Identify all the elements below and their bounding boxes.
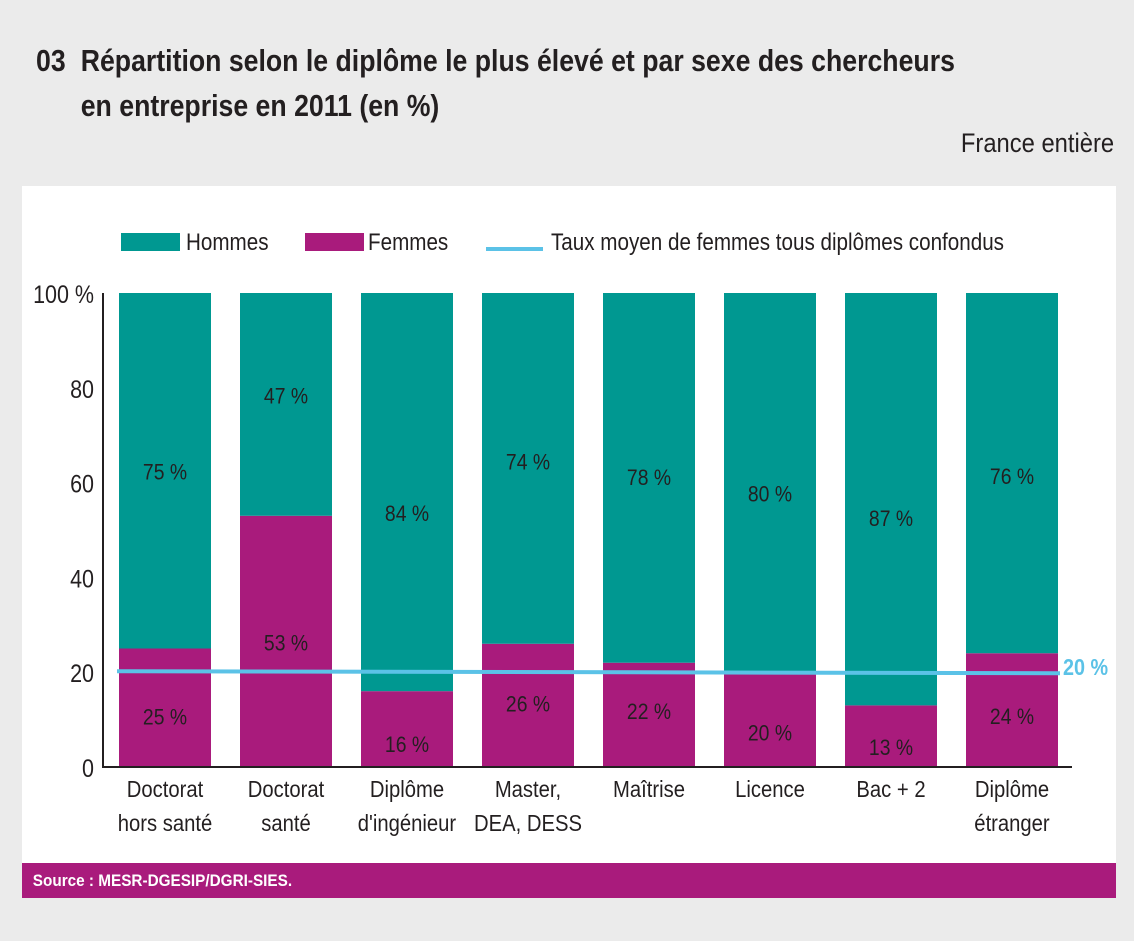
title-text-1: Répartition selon le diplôme le plus éle… <box>80 43 955 78</box>
x-tick-label: Bac + 2 <box>856 776 925 803</box>
x-tick-label: Master, DEA, DESS <box>474 776 582 837</box>
x-tick-label-line: santé <box>261 810 311 837</box>
data-label-femmes: 26 % <box>506 692 550 716</box>
bar-hommes <box>240 293 332 516</box>
title-line-1: 03 Répartition selon le diplôme le plus é… <box>36 38 955 83</box>
data-label-femmes: 20 % <box>748 721 792 745</box>
bar-group: 22 % 78 % <box>603 293 695 767</box>
x-tick-label-line: Doctorat <box>248 776 324 803</box>
bar-femmes <box>119 648 211 767</box>
data-label-femmes: 16 % <box>385 733 429 757</box>
bars-layer: 25 % 75 % 53 % 47 % 16 % 84 % 26 % 74 % 22 % 78 %… <box>119 293 1058 767</box>
x-tick-label: Diplôme d'ingénieur <box>358 776 456 837</box>
x-tick-label: Doctorat hors santé <box>118 776 212 837</box>
bar-femmes <box>482 643 574 767</box>
bar-group: 16 % 84 % <box>361 293 453 767</box>
x-tick-label-line: Diplôme <box>370 776 444 803</box>
x-tick-label-line: Licence <box>735 776 805 803</box>
data-label-hommes: 87 % <box>869 507 913 531</box>
legend-label-average-line: Taux moyen de femmes tous diplômes confo… <box>551 229 1004 256</box>
bar-femmes <box>361 691 453 767</box>
legend-swatch-femmes <box>305 233 364 251</box>
data-label-hommes: 84 % <box>385 502 429 526</box>
x-tick-label-line: d'ingénieur <box>358 810 456 837</box>
bar-hommes <box>724 293 816 673</box>
bar-hommes <box>482 293 574 644</box>
x-tick-label-line: Bac + 2 <box>856 776 925 803</box>
average-line <box>116 669 1061 676</box>
bar-femmes <box>240 515 332 767</box>
title-line-2: en entreprise en 2011 (en %) <box>80 88 440 123</box>
data-label-femmes: 25 % <box>143 706 187 730</box>
data-label-femmes: 24 % <box>990 705 1034 729</box>
bar-hommes <box>845 293 937 706</box>
data-label-femmes: 13 % <box>869 736 913 760</box>
y-tick-label: 80 <box>70 375 94 403</box>
bar-hommes <box>119 293 211 649</box>
data-label-hommes: 76 % <box>990 465 1034 489</box>
bar-group: 20 % 80 % <box>724 293 816 767</box>
bar-group: 26 % 74 % <box>482 293 574 767</box>
data-label-hommes: 78 % <box>627 466 671 490</box>
x-tick-label: Maîtrise <box>613 776 685 803</box>
bar-group: 13 % 87 % <box>845 293 937 767</box>
bar-group: 24 % 76 % <box>966 293 1058 767</box>
x-tick-label-line: Doctorat <box>127 776 203 803</box>
figure-number: 03 <box>36 43 66 78</box>
bar-hommes <box>603 293 695 663</box>
reference-line-layer: 20 % <box>116 655 1108 681</box>
bar-femmes <box>845 705 937 767</box>
y-tick-label: 40 <box>70 565 94 593</box>
axes-layer: Doctorat hors santé Doctorat santé Diplôme d'… <box>33 280 1072 836</box>
y-tick-label: 100 % <box>33 280 94 308</box>
source-bar: Source : MESR-DGESIP/DGRI-SIES. <box>22 863 1116 898</box>
data-label-hommes: 75 % <box>143 461 187 485</box>
bar-group: 25 % 75 % <box>119 293 211 767</box>
source-text: Source : MESR-DGESIP/DGRI-SIES. <box>32 871 293 890</box>
y-tick-label: 60 <box>70 470 94 498</box>
x-tick-label: Diplôme étranger <box>974 776 1049 837</box>
data-label-hommes: 80 % <box>748 482 792 506</box>
x-tick-label: Licence <box>735 776 805 803</box>
x-tick-label-line: Master, <box>495 776 561 803</box>
bar-femmes <box>724 672 816 767</box>
x-tick-label-line: Maîtrise <box>613 776 685 803</box>
x-tick-label-line: DEA, DESS <box>474 810 582 837</box>
x-tick-label-line: hors santé <box>118 810 212 837</box>
legend-swatch-hommes <box>121 233 180 251</box>
data-label-femmes: 53 % <box>264 631 308 655</box>
x-tick-label-line: étranger <box>974 810 1049 837</box>
legend-label-femmes: Femmes <box>368 229 448 256</box>
data-label-hommes: 47 % <box>264 384 308 408</box>
x-tick-label: Doctorat santé <box>248 776 324 837</box>
x-tick-label-line: Diplôme <box>975 776 1049 803</box>
average-line-label: 20 % <box>1063 655 1108 681</box>
legend: Hommes Femmes Taux moyen de femmes tous di… <box>121 229 1004 256</box>
bar-hommes <box>361 293 453 692</box>
y-tick-label: 20 <box>70 660 94 688</box>
legend-label-hommes: Hommes <box>186 229 269 256</box>
bar-hommes <box>966 293 1058 654</box>
bar-femmes <box>603 662 695 767</box>
geographic-scope: France entière <box>960 128 1114 158</box>
y-tick-label: 0 <box>82 754 94 782</box>
data-label-hommes: 74 % <box>506 450 550 474</box>
bar-group: 53 % 47 % <box>240 293 332 767</box>
chart-title: 03 Répartition selon le diplôme le plus é… <box>36 38 955 128</box>
data-label-femmes: 22 % <box>627 700 671 724</box>
